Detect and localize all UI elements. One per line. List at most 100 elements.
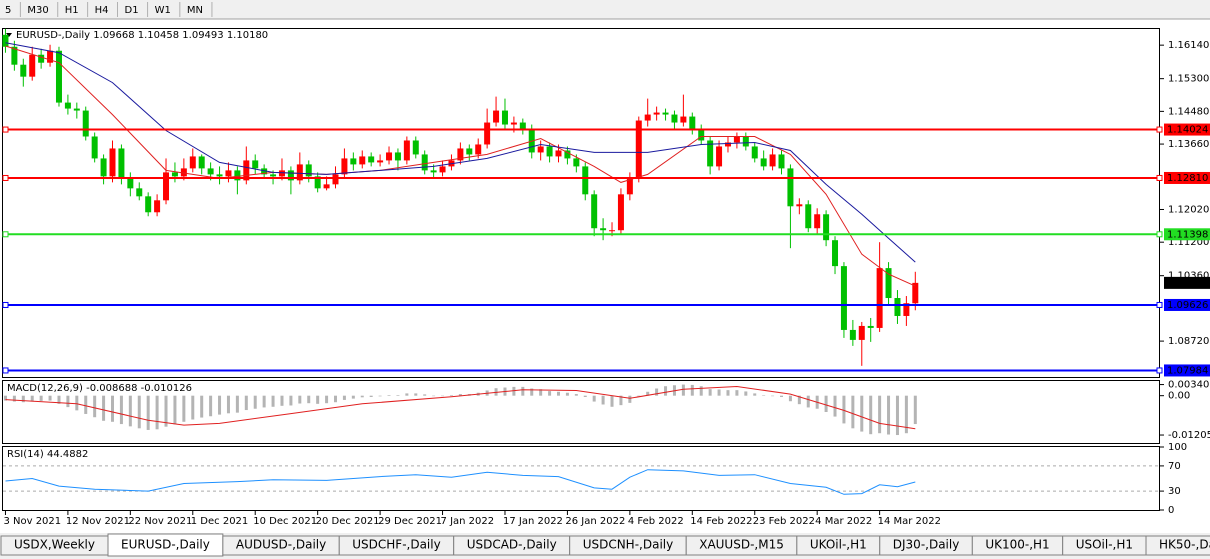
candle-body	[912, 282, 919, 304]
tab-label[interactable]: USOil-,H1	[1076, 538, 1133, 552]
macd-bar	[655, 388, 659, 396]
tab-label[interactable]: UKOil-,H1	[810, 538, 867, 552]
candle-body	[644, 114, 651, 121]
macd-bar	[316, 395, 320, 404]
level-handle[interactable]	[2, 231, 9, 238]
level-handle[interactable]	[1156, 301, 1163, 308]
macd-bar	[226, 395, 230, 414]
y-tick-label: 30	[1168, 486, 1181, 497]
tab-label[interactable]: DJ30-,Daily	[893, 538, 960, 552]
macd-bar	[423, 394, 427, 396]
candle-body	[91, 136, 98, 159]
macd-bar	[851, 395, 855, 429]
candle-body	[287, 170, 294, 181]
candle-body	[724, 142, 731, 147]
timeframe-button[interactable]: H4	[95, 5, 109, 16]
timeframe-button[interactable]: M30	[27, 5, 48, 16]
tab-label[interactable]: USDCNH-,Daily	[583, 538, 674, 552]
tab-label[interactable]: USDX,Weekly	[14, 538, 95, 552]
macd-bar	[289, 395, 293, 406]
candle-body	[216, 174, 223, 177]
macd-bar	[797, 395, 801, 405]
x-tick-label: 4 Mar 2022	[815, 516, 872, 527]
candle-body	[626, 178, 633, 195]
candle-body	[885, 268, 892, 299]
level-handle[interactable]	[1156, 367, 1163, 374]
candle-body	[510, 122, 517, 125]
tab-label[interactable]: HK50-,Daily	[1159, 538, 1210, 552]
y-tick-label: 0	[1168, 505, 1174, 516]
macd-signal	[5, 385, 916, 430]
timeframe-button[interactable]: 5	[5, 5, 11, 16]
candle-body	[840, 266, 847, 330]
macd-bar	[351, 395, 355, 399]
tab-label[interactable]: USDCAD-,Daily	[467, 538, 557, 552]
tab-label[interactable]: USDCHF-,Daily	[352, 538, 440, 552]
timeframe-button[interactable]: D1	[125, 5, 139, 16]
macd-bar	[887, 395, 891, 435]
level-label-bg	[1164, 171, 1210, 184]
candle-body	[225, 170, 232, 177]
macd-bar	[878, 395, 882, 434]
macd-bar	[824, 395, 828, 412]
macd-bar	[360, 395, 364, 398]
tab-label[interactable]: AUDUSD-,Daily	[236, 538, 326, 552]
level-label: 1.07984	[1167, 365, 1208, 376]
level-handle[interactable]	[2, 367, 9, 374]
level-handle[interactable]	[1156, 174, 1163, 181]
chart-title: EURUSD-,Daily 1.09668 1.10458 1.09493 1.…	[16, 30, 268, 41]
macd-bar	[548, 391, 552, 396]
macd-bar	[780, 395, 783, 397]
macd-bar	[708, 389, 712, 396]
timeframe-button[interactable]: W1	[155, 5, 171, 16]
tab-label[interactable]: UK100-,H1	[985, 538, 1049, 552]
macd-bar	[860, 395, 864, 432]
level-handle[interactable]	[2, 174, 9, 181]
rsi-panel	[2, 446, 1160, 511]
macd-bar	[334, 395, 337, 403]
macd-bar	[173, 395, 177, 425]
level-handle[interactable]	[1156, 231, 1163, 238]
macd-bar	[458, 394, 462, 396]
rsi-line	[5, 469, 916, 495]
candle-body	[11, 46, 18, 65]
level-handle[interactable]	[2, 301, 9, 308]
level-handle[interactable]	[2, 126, 9, 133]
macd-bar	[619, 395, 623, 406]
candle-body	[493, 110, 500, 123]
candle-body	[163, 172, 170, 201]
macd-bar	[209, 395, 213, 417]
macd-bar	[182, 395, 186, 422]
macd-bar	[111, 395, 114, 422]
macd-bar	[119, 395, 123, 425]
candle-body	[47, 50, 54, 63]
tab-label[interactable]: EURUSD-,Daily	[121, 538, 210, 552]
tab-label[interactable]: XAUUSD-,M15	[699, 538, 784, 552]
macd-bar	[512, 386, 516, 396]
macd-bar	[414, 393, 418, 396]
macd-bar	[753, 393, 757, 396]
macd-bar	[530, 388, 534, 396]
level-label-bg	[1164, 298, 1210, 311]
macd-bar	[66, 395, 70, 408]
timeframe-button[interactable]: MN	[187, 5, 203, 16]
candle-body	[796, 204, 803, 207]
y-tick-label: 0.00	[1168, 391, 1190, 402]
timeframe-button[interactable]: H1	[65, 5, 79, 16]
x-tick-label: 14 Feb 2022	[690, 516, 752, 527]
macd-bar	[48, 395, 52, 401]
candle-body	[341, 158, 348, 175]
macd-bar	[253, 395, 257, 409]
macd-bar	[325, 395, 329, 404]
tab[interactable]	[1145, 535, 1210, 556]
macd-bar	[565, 392, 569, 396]
candle-body	[314, 176, 321, 189]
candle-body	[635, 120, 642, 179]
candle-body	[760, 158, 767, 167]
macd-bar	[690, 384, 694, 396]
macd-bar	[155, 395, 159, 430]
macd-bar	[842, 395, 846, 424]
candle-body	[778, 154, 785, 169]
level-handle[interactable]	[1156, 126, 1163, 133]
macd-bar	[12, 395, 16, 402]
